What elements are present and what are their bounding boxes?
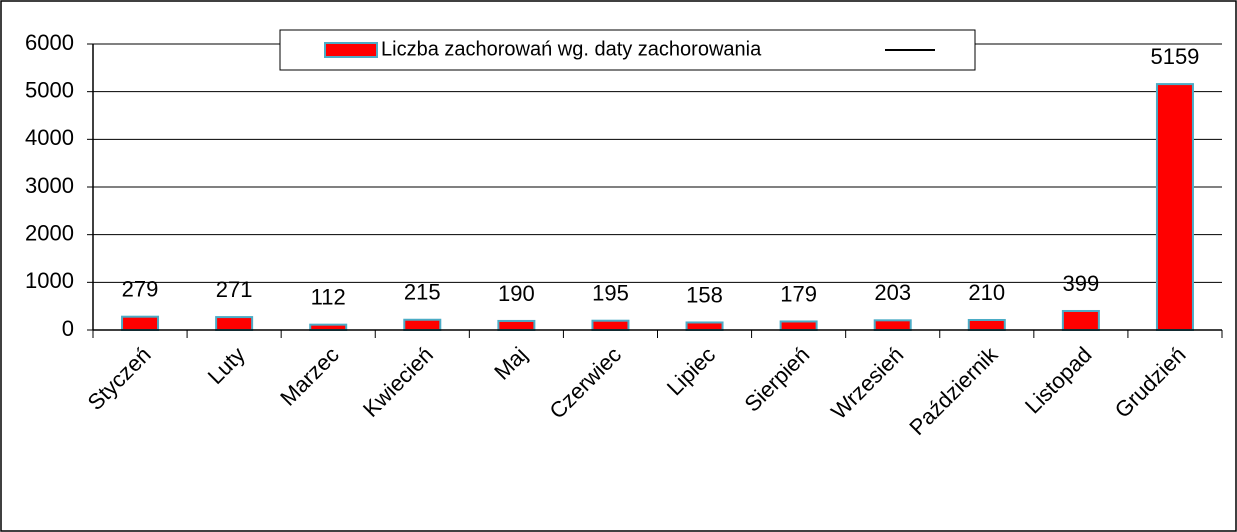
y-tick-label: 5000 [25, 77, 74, 102]
data-label: 179 [780, 281, 817, 306]
legend-swatch [324, 42, 378, 58]
bar [497, 319, 536, 331]
data-label: 271 [216, 277, 253, 302]
legend-box [279, 29, 976, 71]
data-label: 158 [686, 282, 723, 307]
data-label: 112 [311, 284, 346, 309]
y-tick-label: 2000 [25, 220, 74, 245]
y-tick-label: 0 [62, 316, 74, 341]
bar [1155, 83, 1194, 332]
data-label: 190 [498, 281, 535, 306]
data-label: 195 [592, 281, 629, 306]
data-label: 399 [1063, 271, 1100, 296]
bar [403, 318, 442, 332]
legend-label: Liczba zachorowań wg. daty zachorowania [381, 38, 762, 60]
bar [121, 315, 160, 331]
bar [967, 318, 1006, 331]
bar [1061, 309, 1100, 331]
legend [279, 29, 976, 71]
data-label: 210 [968, 280, 1005, 305]
data-label: 279 [122, 277, 159, 302]
data-label: 215 [404, 280, 441, 305]
y-tick-label: 4000 [25, 125, 74, 150]
y-tick-label: 1000 [25, 268, 74, 293]
data-label: 203 [874, 280, 911, 305]
y-tick-label: 3000 [25, 173, 74, 198]
bar [779, 320, 818, 331]
bar [591, 319, 630, 331]
y-tick-label: 6000 [25, 30, 74, 55]
data-label: 5159 [1150, 44, 1199, 69]
bar [873, 319, 912, 332]
bar [685, 321, 724, 331]
bar [309, 323, 348, 332]
bar [215, 316, 254, 332]
